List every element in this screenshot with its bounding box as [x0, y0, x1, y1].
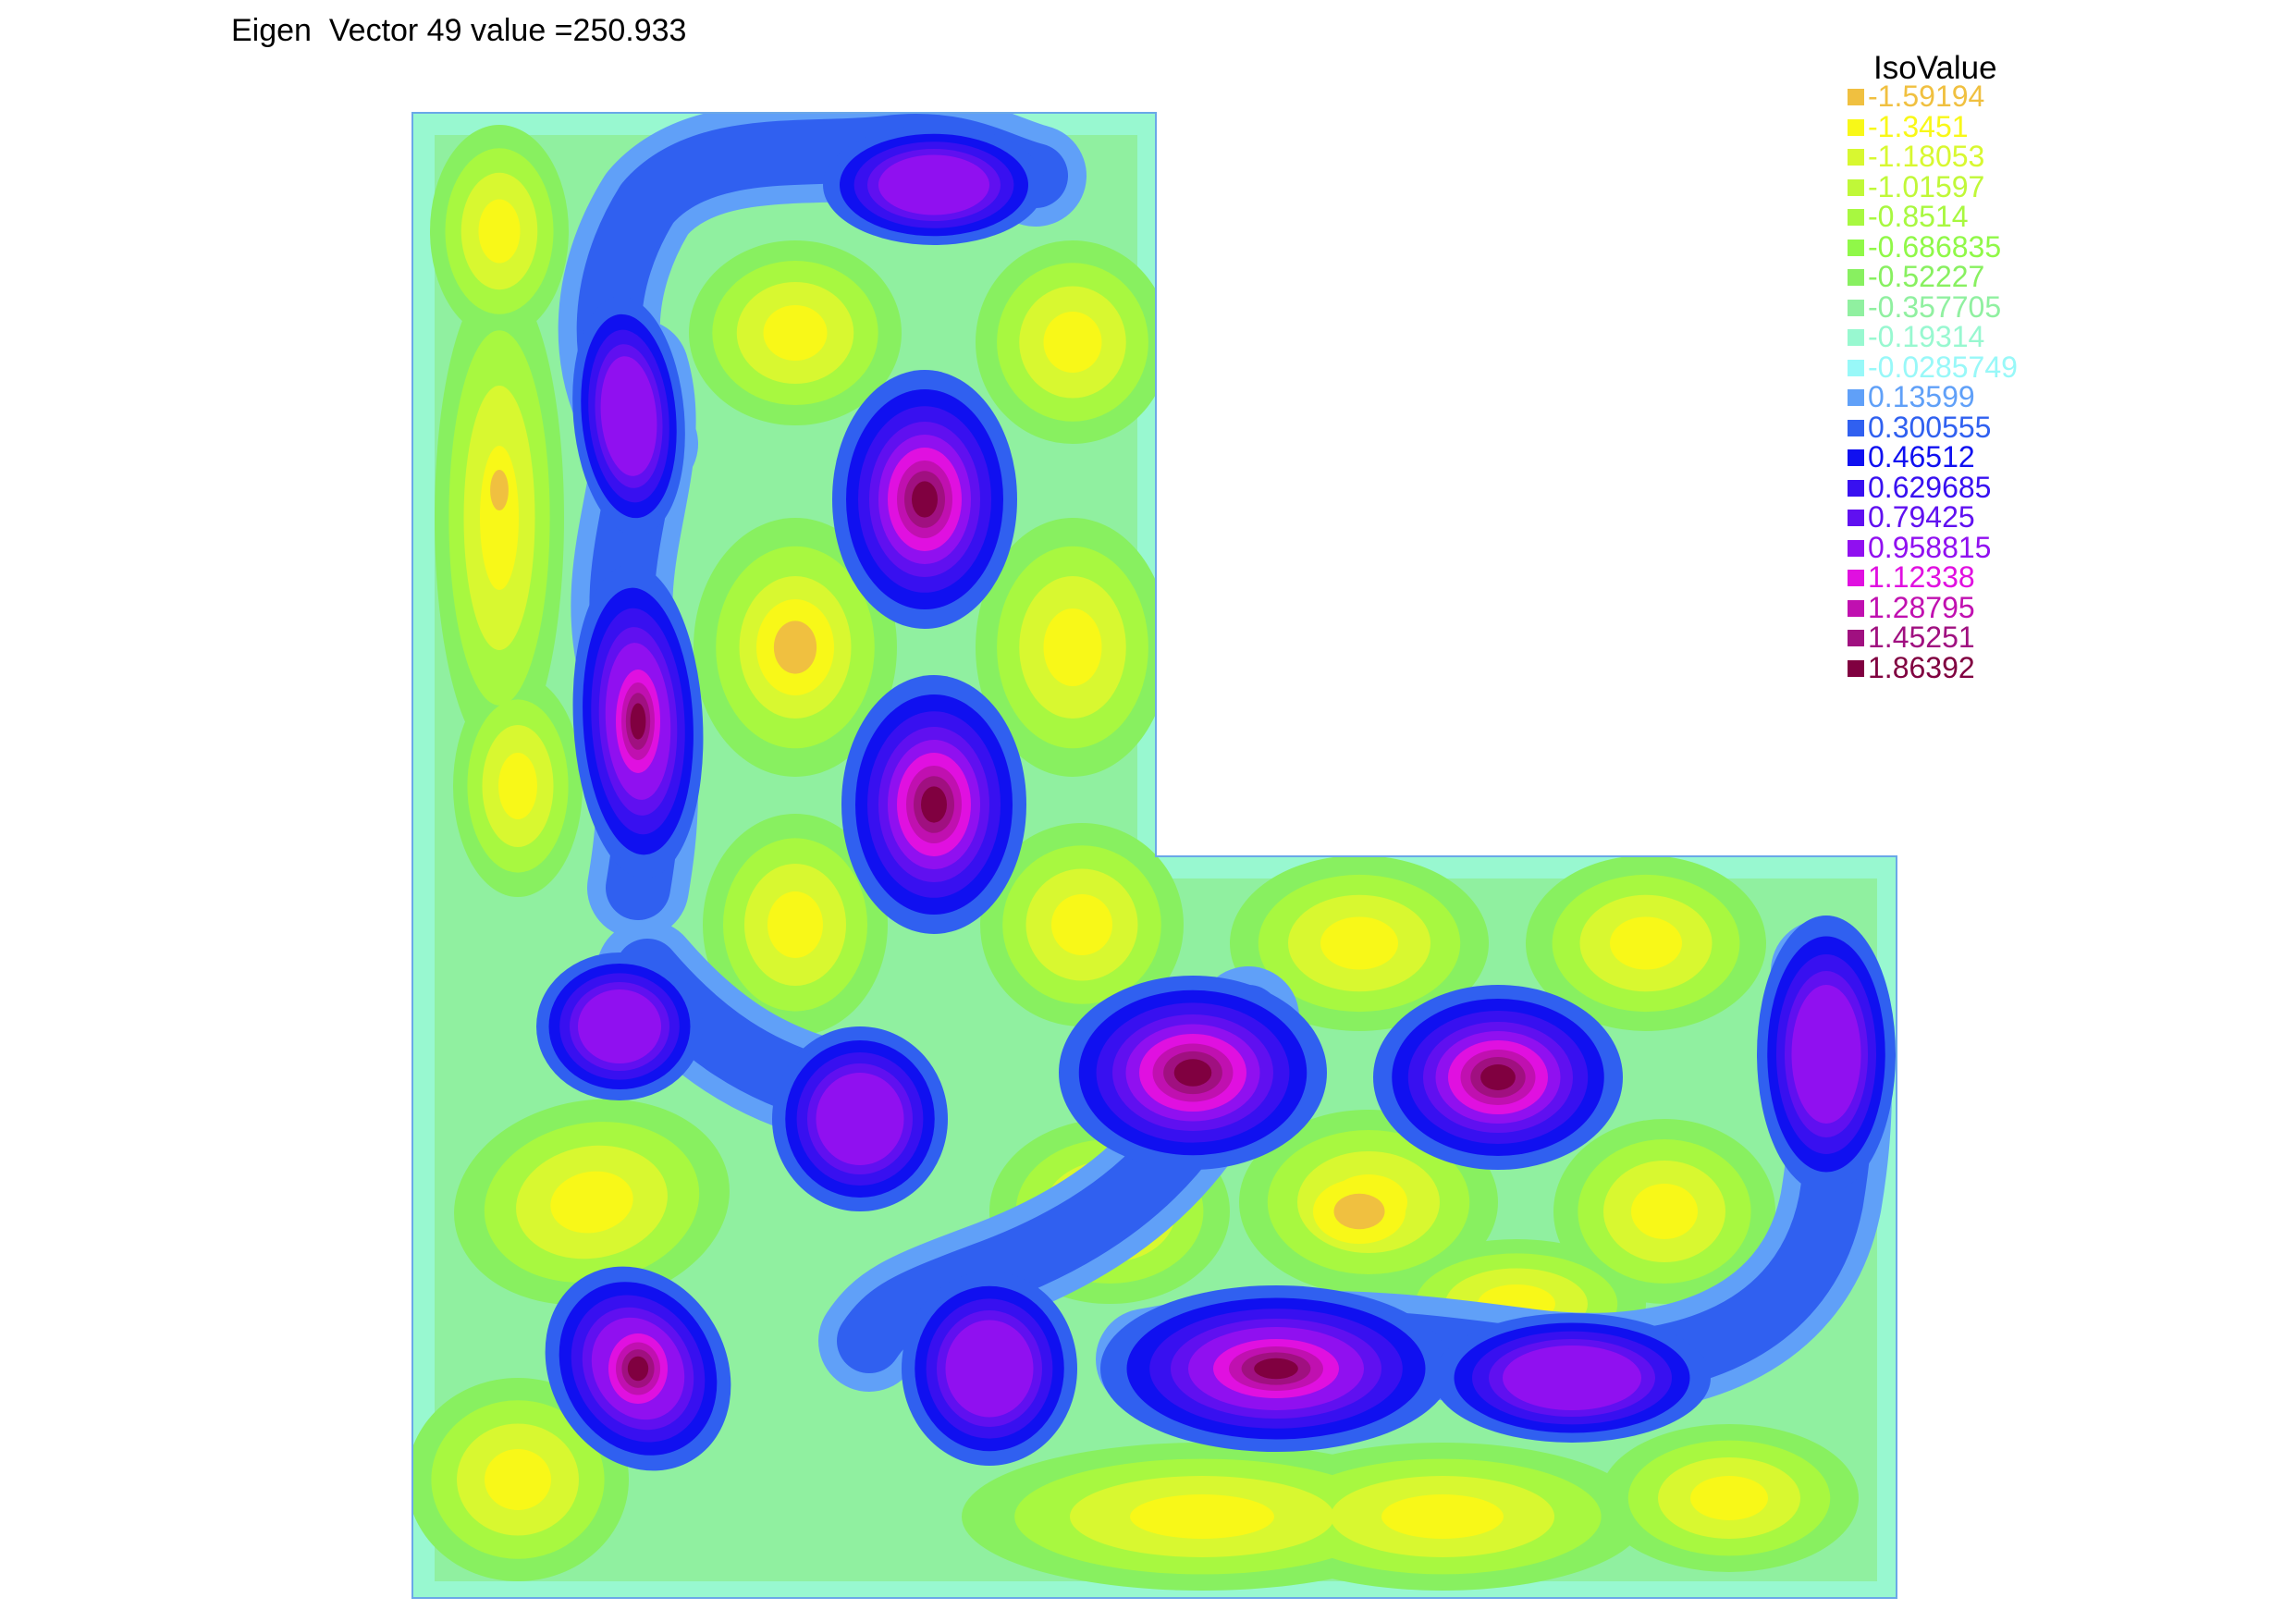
legend-label: 1.45251	[1868, 621, 1975, 654]
legend-label: -0.686835	[1868, 229, 2002, 264]
legend-swatch	[1848, 89, 1864, 105]
negative-peak	[490, 470, 509, 510]
legend-swatch	[1848, 599, 1864, 617]
legend-label: -1.18053	[1868, 140, 1985, 173]
positive-lobe	[600, 356, 657, 476]
negative-lobe	[1130, 1494, 1274, 1539]
positive-lobe	[878, 154, 989, 215]
legend-swatch	[1848, 149, 1864, 166]
negative-lobe	[767, 891, 823, 958]
negative-lobe	[478, 199, 521, 264]
legend-swatch	[1848, 659, 1864, 677]
positive-lobe	[816, 1073, 904, 1165]
negative-lobe	[1043, 608, 1102, 686]
legend-swatch	[1848, 449, 1864, 466]
legend-swatch	[1848, 209, 1864, 226]
positive-peak	[1173, 1059, 1212, 1087]
legend-swatch	[1848, 329, 1864, 346]
positive-peak	[627, 1356, 649, 1382]
negative-lobe	[1631, 1184, 1698, 1239]
legend-title: IsoValue	[1873, 50, 1997, 86]
legend-swatch	[1848, 419, 1864, 436]
legend-label: 0.46512	[1868, 440, 1975, 473]
legend-label: -0.8514	[1868, 200, 1969, 233]
legend-label: 1.28795	[1868, 590, 1975, 624]
negative-lobe	[1381, 1494, 1504, 1539]
legend-swatch	[1848, 389, 1864, 406]
negative-peak	[1333, 1193, 1385, 1230]
legend-swatch	[1848, 299, 1864, 316]
legend-swatch	[1848, 178, 1864, 196]
plot-title: Eigen Vector 49 value =250.933	[231, 13, 687, 48]
legend-label: 0.629685	[1868, 470, 1992, 504]
negative-peak	[773, 621, 817, 674]
legend-label: -0.0285749	[1868, 350, 2018, 384]
legend-label: -0.357705	[1868, 289, 2002, 324]
legend-label: -1.01597	[1868, 169, 1985, 203]
legend-label: -1.59194	[1868, 80, 1985, 113]
negative-lobe	[1610, 916, 1682, 970]
legend-swatch	[1848, 269, 1864, 286]
negative-lobe	[485, 1449, 551, 1510]
legend-label: 1.86392	[1868, 650, 1975, 684]
legend-label: 0.13599	[1868, 380, 1975, 413]
positive-lobe	[578, 989, 661, 1063]
legend-swatch	[1848, 359, 1864, 376]
positive-peak	[1480, 1064, 1516, 1090]
positive-peak	[630, 703, 646, 740]
negative-lobe	[1690, 1476, 1768, 1520]
positive-lobe	[1791, 985, 1861, 1124]
legend-label: 0.300555	[1868, 410, 1992, 444]
legend-swatch	[1848, 630, 1864, 646]
negative-lobe	[1320, 916, 1398, 970]
legend-swatch	[1848, 539, 1864, 557]
legend-swatch	[1848, 118, 1864, 136]
legend-label: 1.12338	[1868, 560, 1975, 594]
negative-lobe	[1051, 894, 1112, 955]
legend-swatch	[1848, 479, 1864, 497]
legend-label: -0.52227	[1868, 260, 1985, 293]
positive-peak	[921, 786, 947, 823]
legend-label: 0.958815	[1868, 530, 1992, 564]
positive-peak	[1254, 1358, 1298, 1380]
positive-lobe	[945, 1320, 1034, 1418]
legend-label: -1.3451	[1868, 109, 1969, 143]
negative-lobe	[550, 1171, 633, 1234]
positive-lobe	[1503, 1346, 1641, 1410]
negative-lobe	[498, 753, 537, 819]
negative-lobe	[763, 305, 828, 361]
legend-swatch	[1848, 570, 1864, 586]
domain-boundary	[411, 112, 1897, 1599]
legend-label: -0.19314	[1868, 320, 1985, 353]
negative-lobe	[1043, 312, 1102, 373]
legend-label: 0.79425	[1868, 500, 1975, 534]
legend-swatch	[1848, 239, 1864, 256]
legend-swatch	[1848, 510, 1864, 526]
positive-peak	[912, 481, 938, 518]
